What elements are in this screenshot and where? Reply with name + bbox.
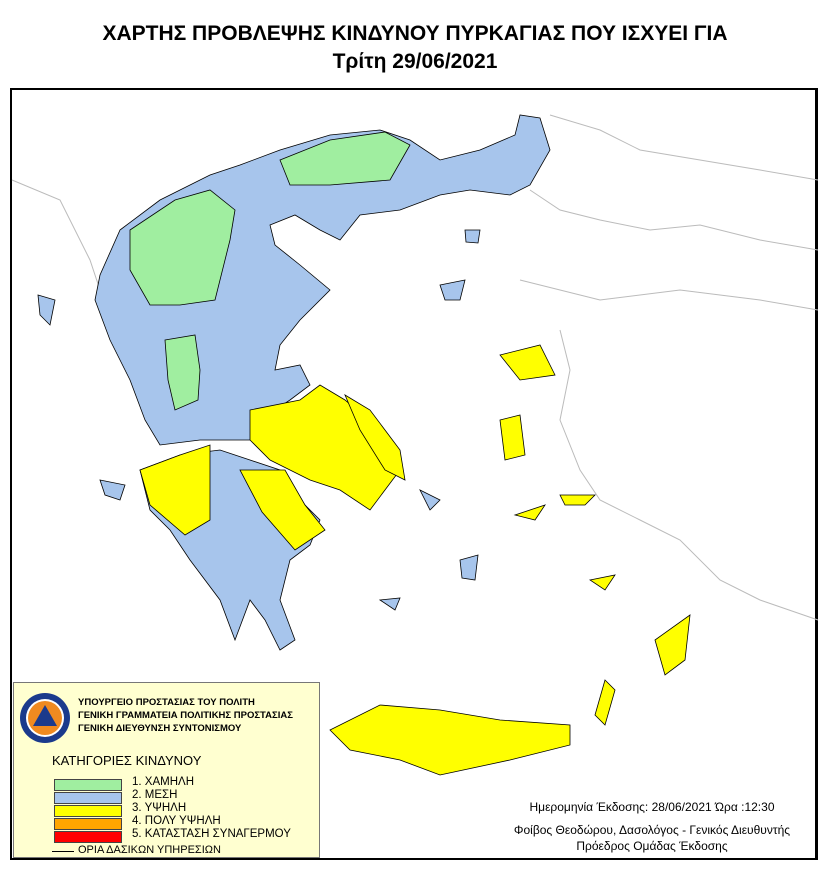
legend-swatch-low [54, 779, 122, 791]
island-kos [588, 574, 616, 591]
neighbour-borders [11, 114, 819, 621]
issue-date: Ημερομηνία Έκδοσης: 28/06/2021 Ώρα :12:3… [529, 800, 775, 814]
region-low-north [279, 131, 411, 186]
island-karpathos [594, 679, 616, 726]
island-thasos [464, 229, 481, 244]
island-naxos [459, 554, 479, 581]
legend-label: 4. ΠΟΛΥ ΥΨΗΛΗ [132, 815, 221, 827]
island-corfu [37, 294, 56, 326]
legend-box: ΥΠΟΥΡΓΕΙΟ ΠΡΟΣΤΑΣΙΑΣ ΤΟΥ ΠΟΛΙΤΗ ΓΕΝΙΚΗ Γ… [13, 682, 320, 858]
island-lemnos [439, 279, 466, 301]
island-andros [419, 489, 441, 511]
island-ikaria [513, 504, 546, 521]
region-high-evia [344, 394, 406, 481]
civil-protection-logo [20, 693, 70, 743]
legend-heading: ΚΑΤΗΓΟΡΙΕΣ ΚΙΝΔΥΝΟΥ [52, 753, 202, 768]
boundary-line-sample [52, 851, 74, 852]
legend-label: 5. ΚΑΤΑΣΤΑΣΗ ΣΥΝΑΓΕΡΜΟΥ [132, 828, 291, 840]
legend-swatch-very-high [54, 818, 122, 830]
legend-label: 3. ΥΨΗΛΗ [132, 802, 187, 814]
island-crete [329, 704, 571, 776]
map-title: ΧΑΡΤΗΣ ΠΡΟΒΛΕΨΗΣ ΚΙΝΔΥΝΟΥ ΠΥΡΚΑΓΙΑΣ ΠΟΥ … [102, 22, 728, 45]
org-line: ΓΕΝΙΚΗ ΓΡΑΜΜΑΤΕΙΑ ΠΟΛΙΤΙΚΗΣ ΠΡΟΣΤΑΣΙΑΣ [78, 710, 293, 721]
issuer-name: Φοίβος Θεοδώρου, Δασολόγος - Γενικός Διε… [513, 823, 791, 837]
island-kefalonia [99, 479, 126, 501]
border-albania [11, 179, 101, 291]
issuer-role: Πρόεδρος Ομάδας Έκδοσης [576, 839, 728, 853]
island-samos [559, 494, 596, 506]
region-high-argolida [239, 469, 326, 551]
region-high-west-peloponnese [139, 444, 211, 536]
legend-label: 1. ΧΑΜΗΛΗ [132, 776, 194, 788]
org-line: ΥΠΟΥΡΓΕΙΟ ΠΡΟΣΤΑΣΙΑΣ ΤΟΥ ΠΟΛΙΤΗ [78, 697, 255, 708]
map-frame [10, 88, 818, 860]
region-low-northwest [129, 189, 236, 306]
legend-swatch-alarm [54, 831, 122, 843]
region-low-central [164, 334, 201, 411]
legend-swatch-medium [54, 792, 122, 804]
legend-boundary-label: ΟΡΙΑ ΔΑΣΙΚΩΝ ΥΠΗΡΕΣΙΩΝ [78, 844, 221, 856]
island-milos [378, 597, 401, 611]
legend-swatch-high [54, 805, 122, 817]
island-chios [499, 414, 526, 461]
island-rhodes [654, 614, 691, 676]
org-line: ΓΕΝΙΚΗ ΔΙΕΥΘΥΝΣΗ ΣΥΝΤΟΝΙΣΜΟΥ [78, 723, 242, 734]
legend-label: 2. ΜΕΣΗ [132, 789, 178, 801]
island-lesvos [499, 344, 556, 381]
map-date: Τρίτη 29/06/2021 [332, 50, 498, 73]
